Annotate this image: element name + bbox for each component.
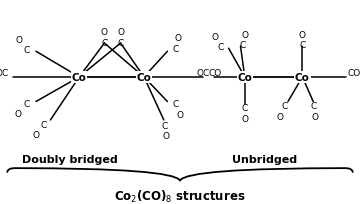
Text: Doubly bridged: Doubly bridged bbox=[22, 154, 118, 164]
Text: C: C bbox=[162, 121, 168, 130]
Text: O: O bbox=[311, 112, 319, 121]
Text: C: C bbox=[172, 44, 178, 53]
Text: C: C bbox=[101, 38, 108, 47]
Text: CO: CO bbox=[208, 69, 221, 78]
Text: O: O bbox=[299, 31, 306, 40]
Text: O: O bbox=[32, 131, 40, 140]
Text: C: C bbox=[172, 100, 178, 109]
Text: C: C bbox=[23, 45, 30, 54]
Text: C: C bbox=[117, 38, 124, 47]
Text: C: C bbox=[239, 41, 246, 50]
Text: Co$_2$(CO)$_8$ structures: Co$_2$(CO)$_8$ structures bbox=[114, 188, 246, 204]
Text: O: O bbox=[101, 28, 108, 37]
Text: O: O bbox=[276, 112, 284, 121]
Text: Unbridged: Unbridged bbox=[232, 154, 297, 164]
Text: O: O bbox=[15, 110, 22, 119]
Text: OC: OC bbox=[0, 69, 9, 78]
Text: O: O bbox=[212, 33, 219, 42]
Text: OC: OC bbox=[197, 69, 210, 78]
Text: O: O bbox=[241, 31, 248, 40]
Text: Co: Co bbox=[237, 73, 252, 82]
Text: C: C bbox=[242, 104, 248, 113]
Text: Co: Co bbox=[295, 73, 310, 82]
Text: O: O bbox=[117, 28, 124, 37]
Text: O: O bbox=[163, 131, 170, 140]
Text: Co: Co bbox=[136, 73, 152, 82]
Text: O: O bbox=[176, 110, 183, 119]
Text: O: O bbox=[175, 34, 181, 43]
Text: O: O bbox=[15, 36, 22, 45]
Text: C: C bbox=[311, 102, 317, 111]
Text: C: C bbox=[281, 102, 288, 111]
Text: C: C bbox=[299, 41, 306, 50]
Text: O: O bbox=[241, 114, 248, 123]
Text: CO: CO bbox=[347, 69, 360, 78]
Text: C: C bbox=[23, 100, 30, 109]
Text: Co: Co bbox=[72, 73, 87, 82]
Text: C: C bbox=[40, 120, 46, 129]
Text: C: C bbox=[218, 42, 224, 51]
